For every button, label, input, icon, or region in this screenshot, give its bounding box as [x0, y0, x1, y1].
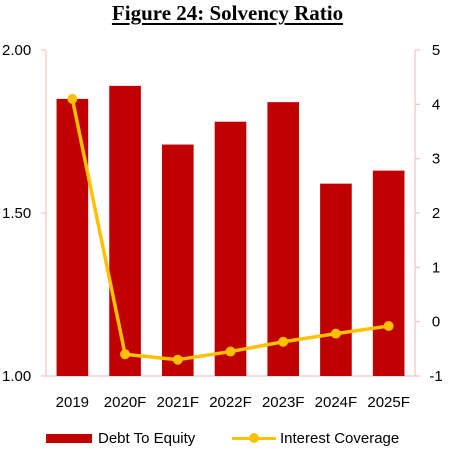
left-tick-label: 1.50 — [2, 205, 31, 222]
tick-labels: 1.00 1.50 2.00 -1 0 1 2 3 4 5 2019 2020F 2021F 2022F 2… — [2, 42, 443, 411]
chart-plot: 1.00 1.50 2.00 -1 0 1 2 3 4 5 2019 2020F 2021F 2022F 2… — [2, 42, 443, 411]
x-tick-label: 2023F — [262, 394, 305, 411]
legend-item-interest-coverage: Interest Coverage — [232, 426, 399, 450]
bars-series — [56, 85, 405, 377]
bar-debt-to-equity-2023f — [267, 102, 300, 376]
bar-debt-to-equity-2020f — [109, 85, 141, 377]
point-interest-coverage-2023f — [278, 336, 289, 347]
bar-debt-to-equity-2024f — [320, 183, 352, 376]
right-tick-label: 3 — [432, 151, 440, 168]
legend-label-interest-coverage: Interest Coverage — [280, 429, 400, 447]
point-interest-coverage-2022f — [225, 346, 236, 357]
legend-item-debt-to-equity: Debt To Equity — [46, 426, 195, 450]
point-interest-coverage-2020f — [120, 349, 131, 360]
right-tick-label: 4 — [432, 96, 440, 113]
left-tick-label: 1.00 — [2, 368, 31, 385]
bar-debt-to-equity-2019 — [56, 98, 89, 377]
chart-title: Figure 24: Solvency Ratio — [111, 1, 344, 25]
legend-line-swatch — [232, 432, 276, 444]
legend-bar-swatch — [46, 433, 92, 443]
point-interest-coverage-2021f — [172, 354, 183, 365]
bar-debt-to-equity-2021f — [161, 144, 194, 376]
point-interest-coverage-2025f — [383, 321, 394, 332]
right-tick-label: 2 — [432, 205, 440, 222]
line-series — [67, 93, 394, 365]
right-tick-label: 5 — [432, 42, 440, 59]
point-interest-coverage-2019 — [67, 93, 78, 104]
bar-debt-to-equity-2025f — [372, 170, 405, 376]
legend: Debt To Equity Interest Coverage — [0, 426, 455, 454]
legend-label-debt-to-equity: Debt To Equity — [98, 429, 196, 447]
x-tick-label: 2024F — [315, 394, 358, 411]
x-tick-label: 2025F — [367, 394, 410, 411]
left-tick-label: 2.00 — [2, 42, 31, 59]
x-tick-label: 2022F — [209, 394, 252, 411]
point-interest-coverage-2024f — [330, 328, 341, 339]
x-tick-label: 2021F — [157, 394, 200, 411]
bar-debt-to-equity-2022f — [214, 121, 247, 376]
right-tick-label: -1 — [429, 368, 442, 385]
right-tick-label: 1 — [432, 259, 440, 276]
x-tick-label: 2020F — [104, 394, 147, 411]
x-tick-label: 2019 — [56, 394, 89, 411]
right-tick-label: 0 — [432, 314, 440, 331]
